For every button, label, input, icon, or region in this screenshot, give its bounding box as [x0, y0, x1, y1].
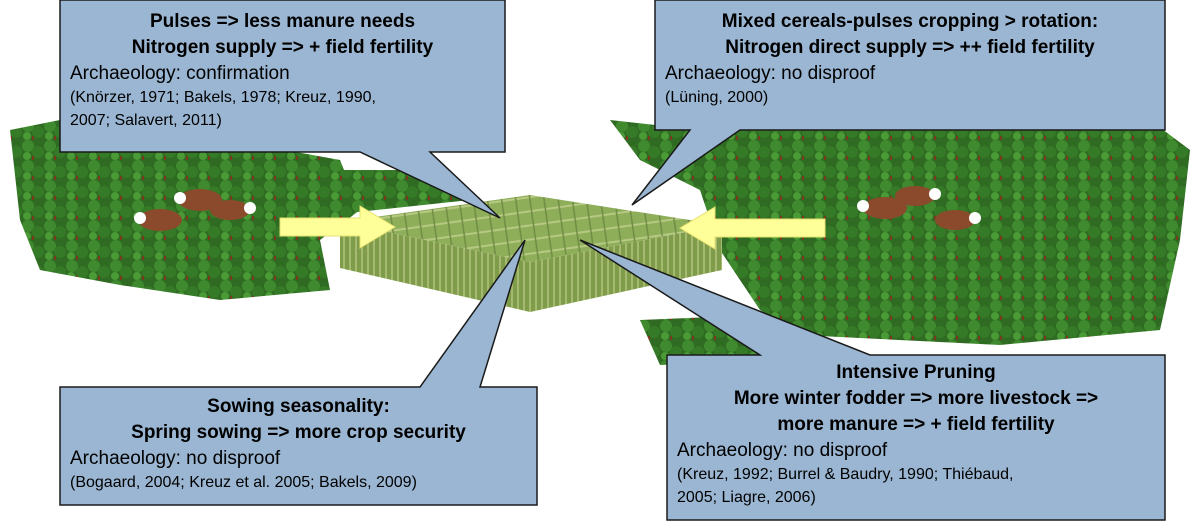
callout-heading: Mixed cereals-pulses cropping > rotation…	[721, 11, 1099, 32]
references: (Lüning, 2000)	[665, 89, 769, 106]
references: (Kreuz, 1992; Burrel & Baudry, 1990; Thi…	[677, 466, 1014, 483]
callout-heading: More winter fodder => more livestock =>	[733, 388, 1099, 409]
archaeology: Archaeology: no disproof	[70, 448, 281, 469]
references: (Bogaard, 2004; Kreuz et al. 2005; Bakel…	[70, 474, 417, 491]
forest-right	[610, 120, 1190, 365]
callout-heading: Nitrogen supply => + field fertility	[131, 37, 434, 58]
callout-shapes	[59, 0, 1166, 521]
callout-heading: Sowing seasonality:	[207, 396, 390, 417]
archaeology: Archaeology: confirmation	[70, 63, 290, 84]
callout-heading: Nitrogen direct supply => ++ field ferti…	[725, 37, 1095, 58]
references: 2005; Liagre, 2006)	[677, 489, 816, 506]
references: (Knörzer, 1971; Bakels, 1978; Kreuz, 199…	[70, 89, 376, 106]
arrows	[279, 205, 826, 250]
archaeology: Archaeology: no disproof	[665, 63, 876, 84]
archaeology: Archaeology: no disproof	[677, 440, 888, 461]
references: 2007; Salavert, 2011)	[70, 112, 222, 129]
callout-heading: Pulses => less manure needs	[149, 11, 416, 32]
callout-heading: more manure => + field fertility	[777, 414, 1055, 435]
callout-heading: Spring sowing => more crop security	[131, 422, 466, 443]
cows	[134, 186, 981, 231]
callout-heading: Intensive Pruning	[836, 362, 996, 383]
